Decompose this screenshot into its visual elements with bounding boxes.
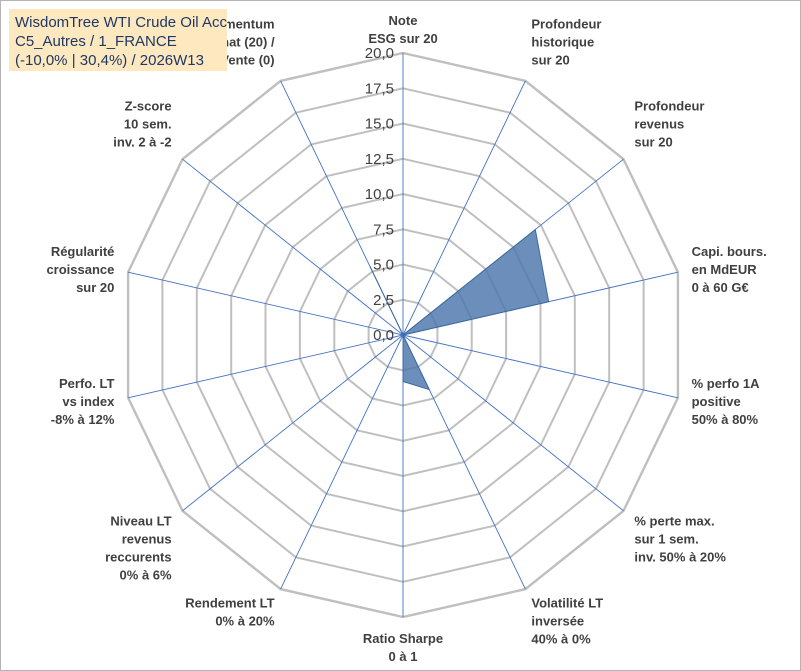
axis-spoke-4 (402, 334, 679, 399)
fund-title-box: WisdomTree WTI Crude Oil Acc C5_Autres /… (9, 9, 227, 71)
tick-label: 12,5 (365, 151, 394, 168)
tick-label: 0,0 (373, 327, 394, 344)
axis-label-9: Niveau LT revenus reccurents 0% à 6% (105, 514, 172, 583)
fund-name: WisdomTree WTI Crude Oil Acc (15, 14, 227, 31)
tick-label: 2,5 (373, 292, 394, 309)
axis-label-11: Régularité croissance sur 20 (46, 244, 114, 295)
tick-label: 17,5 (365, 80, 394, 97)
axis-label-4: % perfo 1A positive 50% à 80% (692, 376, 761, 427)
axis-label-2: Profondeur revenus sur 20 (634, 98, 704, 149)
tick-label: 20,0 (365, 45, 394, 62)
axis-spoke-11 (127, 271, 404, 336)
axis-spoke-12 (182, 158, 404, 336)
fund-category: C5_Autres / 1_FRANCE (15, 33, 177, 50)
axis-label-10: Perfo. LT vs index -8% à 12% (51, 376, 115, 427)
axis-labels: Note ESG sur 20 Profondeur historique sur 20… (46, 13, 766, 664)
axis-label-6: Volatilité LT inversée 40% à 0% (531, 596, 603, 647)
axis-spoke-1 (402, 80, 526, 336)
axis-label-7: Ratio Sharpe 0 à 1 (363, 631, 443, 664)
data-series (369, 228, 550, 391)
tick-label: 10,0 (365, 186, 394, 203)
radial-tick-labels: 0,0 2,5 5,0 7,5 10,0 12,5 15,0 17,5 20,0 (365, 45, 394, 344)
axis-label-12: Z-score 10 sem. inv. 2 à -2 (113, 98, 171, 149)
axis-label-3: Capi. bours. en MdEUR 0 à 60 G€ (692, 244, 767, 295)
axis-spoke-8 (280, 334, 404, 590)
axis-label-0: Note ESG sur 20 (368, 13, 437, 46)
tick-label: 7,5 (373, 221, 394, 238)
tick-label: 5,0 (373, 257, 394, 274)
axis-label-1: Profondeur historique sur 20 (531, 16, 601, 67)
axis-spoke-9 (182, 334, 404, 512)
tick-label: 15,0 (365, 116, 394, 133)
series-area (369, 228, 550, 391)
axis-spoke-10 (127, 334, 404, 399)
fund-range-week: (-10,0% | 30,4%) / 2026W13 (15, 52, 204, 69)
axis-spoke-5 (402, 334, 624, 512)
axis-label-8: Rendement LT 0% à 20% (185, 596, 275, 629)
axis-label-5: % perte max. sur 1 sem. inv. 50% à 20% (634, 514, 726, 565)
